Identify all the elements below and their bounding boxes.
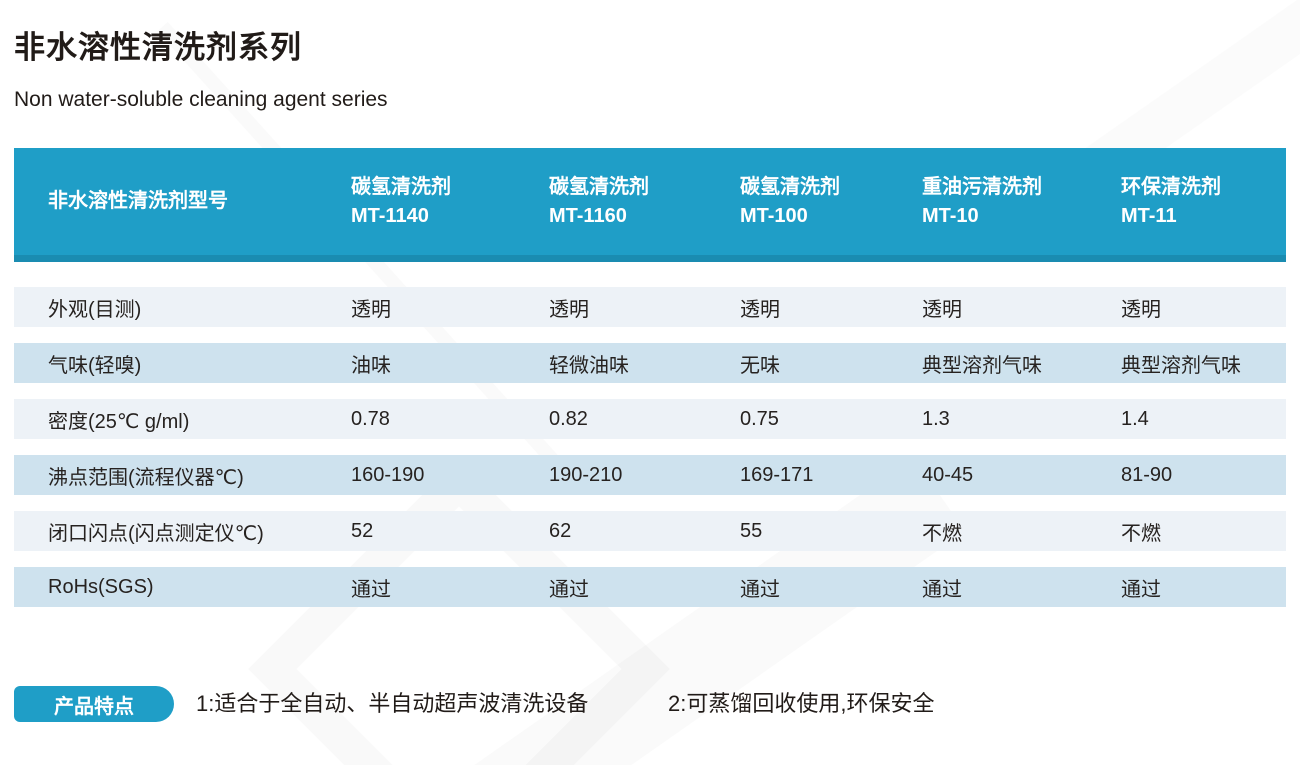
product-features-badge: 产品特点 [14, 686, 174, 722]
cell-value: 典型溶剂气味 [1121, 354, 1241, 377]
cell-value: 169-171 [740, 463, 814, 486]
product-model: MT-11 [1121, 204, 1177, 227]
cell-value: 透明 [740, 298, 780, 321]
table-row-appearance: 外观(目测) 透明 透明 透明 透明 透明 [14, 287, 1286, 327]
column-header-product: 环保清洗剂 MT-11 [1121, 173, 1286, 231]
cell-value: 通过 [740, 578, 780, 601]
cell-value: 1.3 [922, 407, 950, 430]
cell-value: 0.78 [351, 407, 390, 430]
product-name: 碳氢清洗剂 [549, 175, 649, 198]
table-row-density: 密度(25℃ g/ml) 0.78 0.82 0.75 1.3 1.4 [14, 399, 1286, 439]
cell-value: 不燃 [1121, 522, 1161, 545]
table-row-rohs: RoHs(SGS) 通过 通过 通过 通过 通过 [14, 567, 1286, 607]
cell-value: 无味 [740, 354, 780, 377]
cell-value: 0.75 [740, 407, 779, 430]
spec-table: 非水溶性清洗剂型号 碳氢清洗剂 MT-1140 碳氢清洗剂 MT-1160 碳氢… [14, 148, 1286, 607]
cell-value: 160-190 [351, 463, 425, 486]
cell-value: 通过 [351, 578, 391, 601]
table-header-row: 非水溶性清洗剂型号 碳氢清洗剂 MT-1140 碳氢清洗剂 MT-1160 碳氢… [14, 148, 1286, 262]
cell-value: 透明 [1121, 298, 1161, 321]
column-header-product: 碳氢清洗剂 MT-1140 [351, 173, 549, 231]
cell-value: 轻微油味 [549, 354, 629, 377]
cell-value: 通过 [1121, 578, 1161, 601]
product-model: MT-1160 [549, 204, 627, 227]
row-label: 闭口闪点(闪点测定仪℃) [48, 522, 264, 545]
cell-value: 52 [351, 519, 374, 542]
page-subtitle: Non water-soluble cleaning agent series [14, 88, 388, 111]
table-row-flash-point: 闭口闪点(闪点测定仪℃) 52 62 55 不燃 不燃 [14, 511, 1286, 551]
row-label: RoHs(SGS) [48, 575, 154, 598]
product-name: 重油污清洗剂 [922, 175, 1042, 198]
cell-value: 透明 [922, 298, 962, 321]
cell-value: 40-45 [922, 463, 974, 486]
product-name: 碳氢清洗剂 [351, 175, 451, 198]
column-header-type-label: 非水溶性清洗剂型号 [48, 190, 228, 212]
column-header-product: 重油污清洗剂 MT-10 [922, 173, 1121, 231]
product-model: MT-1140 [351, 204, 429, 227]
product-model: MT-10 [922, 204, 979, 227]
cell-value: 透明 [351, 298, 391, 321]
product-name: 碳氢清洗剂 [740, 175, 840, 198]
feature-item: 2:可蒸馏回收使用,环保安全 [668, 691, 935, 716]
cell-value: 典型溶剂气味 [922, 354, 1042, 377]
column-header-product: 碳氢清洗剂 MT-1160 [549, 173, 740, 231]
cell-value: 0.82 [549, 407, 588, 430]
product-name: 环保清洗剂 [1121, 175, 1221, 198]
product-model: MT-100 [740, 204, 808, 227]
product-features-section: 产品特点 1:适合于全自动、半自动超声波清洗设备 2:可蒸馏回收使用,环保安全 [0, 686, 1300, 722]
cell-value: 62 [549, 519, 572, 542]
row-label: 密度(25℃ g/ml) [48, 410, 190, 433]
cell-value: 透明 [549, 298, 589, 321]
table-row-odor: 气味(轻嗅) 油味 轻微油味 无味 典型溶剂气味 典型溶剂气味 [14, 343, 1286, 383]
cell-value: 通过 [549, 578, 589, 601]
cell-value: 190-210 [549, 463, 623, 486]
cell-value: 油味 [351, 354, 391, 377]
cell-value: 通过 [922, 578, 962, 601]
cell-value: 不燃 [922, 522, 962, 545]
cell-value: 55 [740, 519, 763, 542]
cell-value: 1.4 [1121, 407, 1149, 430]
feature-item: 1:适合于全自动、半自动超声波清洗设备 [196, 691, 589, 716]
column-header-product: 碳氢清洗剂 MT-100 [740, 173, 922, 231]
row-label: 外观(目测) [48, 298, 142, 321]
table-row-boiling-range: 沸点范围(流程仪器℃) 160-190 190-210 169-171 40-4… [14, 455, 1286, 495]
row-label: 气味(轻嗅) [48, 354, 142, 377]
row-label: 沸点范围(流程仪器℃) [48, 466, 244, 489]
page-title: 非水溶性清洗剂系列 [14, 30, 302, 65]
cell-value: 81-90 [1121, 463, 1173, 486]
